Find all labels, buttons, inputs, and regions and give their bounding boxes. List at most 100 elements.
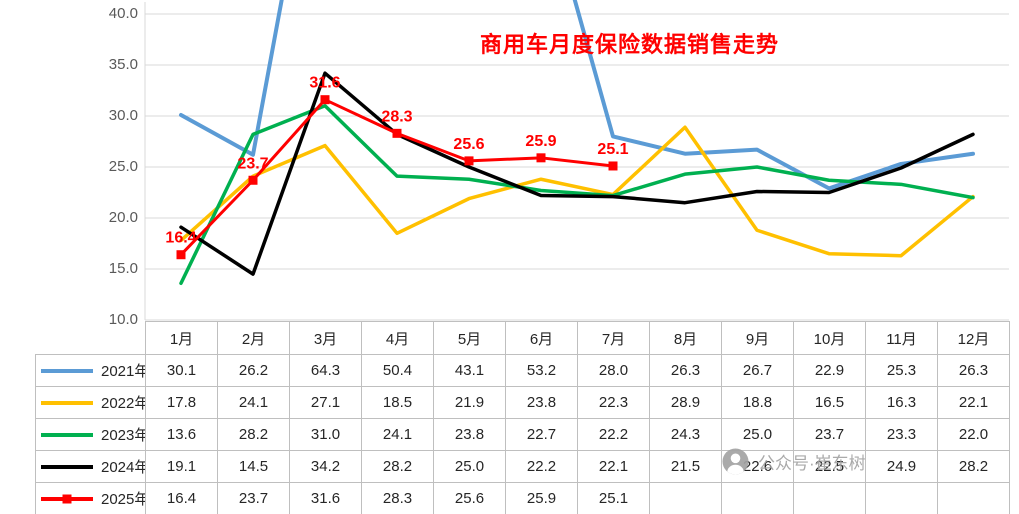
table-cell: 28.2 xyxy=(937,450,1010,483)
series-name: 2025年 xyxy=(101,491,146,508)
table-row: 2025年 16.4 23.7 31.6 28.3 25.6 25.9 25.1 xyxy=(35,482,1010,514)
table-cell: 25.3 xyxy=(865,354,938,387)
month-header: 10月 xyxy=(793,321,866,355)
table-cell xyxy=(793,482,866,514)
table-cell: 14.5 xyxy=(217,450,290,483)
data-label: 28.3 xyxy=(381,108,412,125)
table-row: 2022年 17.8 24.1 27.1 18.5 21.9 23.8 22.3 28.9 18.… xyxy=(35,386,1010,419)
table-cell: 23.3 xyxy=(865,418,938,451)
y-axis-label: 20.0 xyxy=(108,209,138,226)
table-cell: 28.0 xyxy=(577,354,650,387)
month-header: 5月 xyxy=(433,321,506,355)
table-cell: 25.0 xyxy=(721,418,794,451)
y-axis-label: 35.0 xyxy=(108,56,138,73)
series-label-cell: 2025年 xyxy=(35,482,146,514)
table-cell: 23.8 xyxy=(433,418,506,451)
square-marker xyxy=(320,95,330,105)
table-cell xyxy=(937,482,1010,514)
table-cell: 16.5 xyxy=(793,386,866,419)
table-cell: 21.5 xyxy=(649,450,722,483)
table-cell: 25.0 xyxy=(433,450,506,483)
series-name: 2021年 xyxy=(101,363,146,380)
table-cell: 53.2 xyxy=(505,354,578,387)
series-line-2021年 xyxy=(179,0,975,191)
table-cell: 31.6 xyxy=(289,482,362,514)
table-cell: 13.6 xyxy=(145,418,218,451)
y-axis-label: 10.0 xyxy=(108,311,138,328)
table-row: 2021年 30.1 26.2 64.3 50.4 43.1 53.2 28.0 26.3 26.… xyxy=(35,354,1010,387)
table-cell: 25.1 xyxy=(577,482,650,514)
table-cell: 24.1 xyxy=(361,418,434,451)
series-name: 2022年 xyxy=(101,395,146,412)
table-cell: 64.3 xyxy=(289,354,362,387)
month-header: 3月 xyxy=(289,321,362,355)
month-header: 7月 xyxy=(577,321,650,355)
square-marker xyxy=(392,128,402,138)
table-row: 2024年 19.1 14.5 34.2 28.2 25.0 22.2 22.1 21.5 22.… xyxy=(35,450,1010,483)
table-row: 2023年 13.6 28.2 31.0 24.1 23.8 22.7 22.2 24.3 25.… xyxy=(35,418,1010,451)
table-header-row: 1月 2月 3月 4月 5月 6月 7月 8月 9月 10月 11月 12月 xyxy=(36,321,1010,355)
table-cell xyxy=(649,482,722,514)
month-header: 9月 xyxy=(721,321,794,355)
table-cell: 22.1 xyxy=(577,450,650,483)
table-cell: 18.5 xyxy=(361,386,434,419)
table-cell: 22.2 xyxy=(577,418,650,451)
data-label: 16.4 xyxy=(165,230,196,247)
y-axis-label: 25.0 xyxy=(108,158,138,175)
series-line-2022年 xyxy=(179,125,975,258)
table-header: 1月 2月 3月 4月 5月 6月 7月 8月 9月 10月 11月 12月 xyxy=(36,321,1010,355)
table-cell: 25.9 xyxy=(505,482,578,514)
table-cell: 22.5 xyxy=(793,450,866,483)
table-cell: 22.3 xyxy=(577,386,650,419)
table-cell: 26.7 xyxy=(721,354,794,387)
table-cell: 25.6 xyxy=(433,482,506,514)
legend-line-icon xyxy=(41,432,93,437)
table-cell: 18.8 xyxy=(721,386,794,419)
table-cell: 28.9 xyxy=(649,386,722,419)
table-cell: 27.1 xyxy=(289,386,362,419)
legend-line-icon xyxy=(41,464,93,469)
table-cell xyxy=(865,482,938,514)
month-header: 1月 xyxy=(145,321,218,355)
table-cell xyxy=(721,482,794,514)
legend-line-icon xyxy=(41,400,93,405)
table-cell: 24.1 xyxy=(217,386,290,419)
table-cell: 28.2 xyxy=(361,450,434,483)
table-cell: 26.3 xyxy=(649,354,722,387)
square-marker xyxy=(176,250,186,260)
table-cell: 21.9 xyxy=(433,386,506,419)
square-marker xyxy=(608,161,618,171)
table-cell: 28.3 xyxy=(361,482,434,514)
table-cell: 22.7 xyxy=(505,418,578,451)
square-marker xyxy=(464,156,474,166)
series-label-cell: 2021年 xyxy=(35,354,146,387)
legend-line-icon xyxy=(41,368,93,373)
square-marker xyxy=(248,175,258,185)
square-marker xyxy=(536,153,546,163)
series-label-cell: 2024年 xyxy=(35,450,146,483)
table-cell: 23.7 xyxy=(217,482,290,514)
month-header: 8月 xyxy=(649,321,722,355)
table-corner-cell xyxy=(36,322,146,355)
table-cell: 22.0 xyxy=(937,418,1010,451)
table-cell: 22.9 xyxy=(793,354,866,387)
series-label-cell: 2022年 xyxy=(35,386,146,419)
table-cell: 22.6 xyxy=(721,450,794,483)
month-header: 6月 xyxy=(505,321,578,355)
data-label: 23.7 xyxy=(237,155,268,172)
table-cell: 31.0 xyxy=(289,418,362,451)
data-label: 25.1 xyxy=(597,141,628,158)
data-label: 25.9 xyxy=(525,133,556,150)
table-cell: 23.8 xyxy=(505,386,578,419)
y-axis-label: 30.0 xyxy=(108,107,138,124)
table-cell: 34.2 xyxy=(289,450,362,483)
legend-square-marker-icon xyxy=(62,494,72,503)
y-axis-label: 15.0 xyxy=(108,260,138,277)
month-header: 2月 xyxy=(217,321,290,355)
data-label: 25.6 xyxy=(453,136,484,153)
line-chart-plot: 16.4 23.7 31.6 28.3 25.6 25.9 25.1 xyxy=(144,0,1009,321)
table-cell: 17.8 xyxy=(145,386,218,419)
legend-line-icon xyxy=(41,494,93,503)
table-body: 2021年 30.1 26.2 64.3 50.4 43.1 53.2 28.0 26.3 26.… xyxy=(35,354,1010,514)
